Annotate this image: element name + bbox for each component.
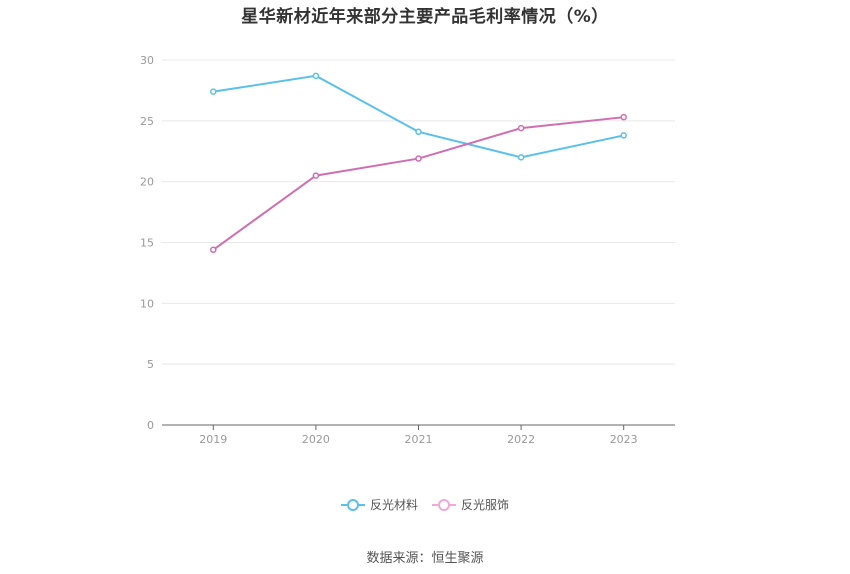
x-tick-label: 2023 xyxy=(610,433,638,446)
legend-item-reflective-apparel[interactable]: 反光服饰 xyxy=(432,496,509,513)
y-tick-label: 5 xyxy=(147,358,154,371)
x-tick-labels: 2019 2020 2021 2022 2023 xyxy=(199,433,637,446)
legend-swatch-reflective-material xyxy=(340,498,365,511)
y-tick-label: 30 xyxy=(140,54,154,67)
legend-swatch-reflective-apparel xyxy=(432,498,456,511)
data-point[interactable] xyxy=(312,172,320,179)
legend-label-reflective-material: 反光材料 xyxy=(369,498,418,512)
y-tick-label: 0 xyxy=(147,419,154,432)
series-lines xyxy=(210,72,627,254)
data-point[interactable] xyxy=(210,88,217,95)
x-tick-label: 2021 xyxy=(405,433,433,446)
y-tick-label: 10 xyxy=(140,297,154,310)
x-tick-label: 2020 xyxy=(302,433,330,446)
data-point[interactable] xyxy=(312,72,320,80)
data-point[interactable] xyxy=(517,154,525,161)
data-point[interactable] xyxy=(517,124,525,132)
y-tick-label: 15 xyxy=(140,237,154,250)
data-point[interactable] xyxy=(620,113,627,121)
y-tick-label: 25 xyxy=(140,115,154,128)
legend-label-reflective-apparel: 反光服饰 xyxy=(461,498,510,512)
data-point[interactable] xyxy=(415,155,422,162)
series-line-0 xyxy=(213,74,624,159)
data-point[interactable] xyxy=(415,128,422,136)
y-tick-label: 20 xyxy=(140,176,154,189)
gridlines xyxy=(162,59,675,365)
axes xyxy=(162,424,675,430)
legend: 反光材料 反光服饰 xyxy=(0,496,850,513)
legend-item-reflective-material[interactable]: 反光材料 xyxy=(340,496,418,513)
x-tick-label: 2019 xyxy=(199,433,227,446)
data-point[interactable] xyxy=(210,246,217,254)
data-source: 数据来源：恒生聚源 xyxy=(366,551,484,566)
chart-title: 星华新材近年来部分主要产品毛利率情况（%） xyxy=(241,7,609,27)
data-point[interactable] xyxy=(620,132,627,139)
series-line-1 xyxy=(212,116,624,251)
y-tick-labels: 0 5 10 15 20 25 30 xyxy=(140,54,154,432)
x-tick-label: 2022 xyxy=(507,433,535,446)
